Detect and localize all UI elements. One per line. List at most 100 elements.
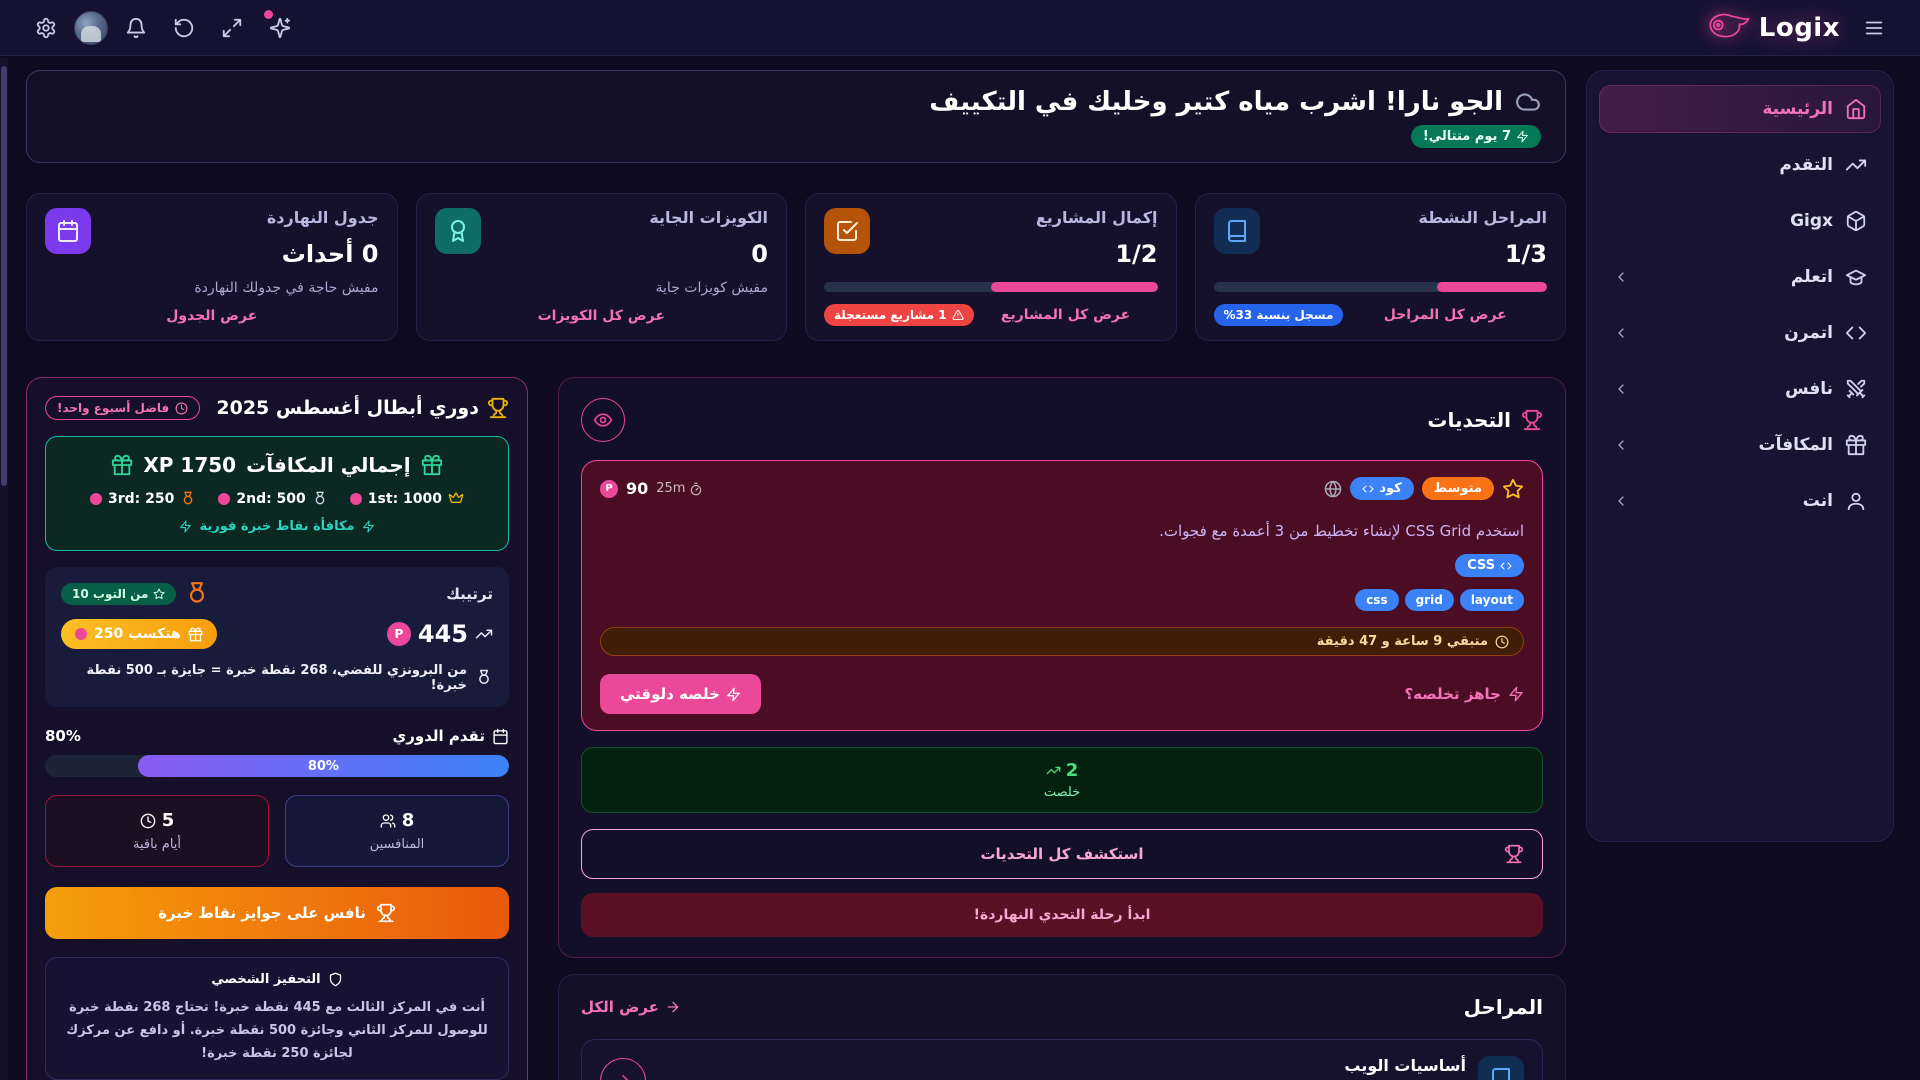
stages-header: المراحل [1463, 995, 1543, 1019]
medal-icon [184, 581, 210, 607]
points-value: 445 [417, 620, 468, 648]
stages-progress-bar [1213, 282, 1547, 292]
rewards-label: إجمالي المكافآت [246, 453, 411, 477]
avatar[interactable] [74, 10, 108, 45]
rank-box: ترتيبك من التوب 10 445 [45, 567, 509, 707]
view-all-quizzes-link[interactable]: عرض كل الكويزات [537, 308, 665, 324]
chevron-left-icon [1613, 381, 1629, 397]
warning-icon [952, 309, 964, 321]
sidebar-item-you[interactable]: انت [1599, 477, 1881, 525]
ready-text: جاهز تخلصه؟ [1404, 685, 1524, 703]
settings-button[interactable] [26, 8, 66, 48]
stat-title: إكمال المشاريع [1035, 208, 1158, 227]
sidebar: الرئيسية التقدم Gigx اتعلم اتمرن نافس ال… [1586, 70, 1894, 842]
sidebar-item-label: نافس [1785, 379, 1833, 399]
sidebar-item-learn[interactable]: اتعلم [1599, 253, 1881, 301]
open-stage-button[interactable] [600, 1057, 646, 1080]
view-all-stages-link[interactable]: عرض كل المراحل [1383, 307, 1507, 323]
chevron-left-icon [1613, 269, 1629, 285]
ai-assistant-button[interactable] [260, 8, 300, 48]
whale-icon [1705, 11, 1751, 45]
sidebar-item-label: المكافآت [1758, 435, 1833, 455]
explore-challenges-button[interactable]: استكشف كل التحديات [581, 829, 1543, 879]
stat-note: مفيش حاجة في جدولك النهاردة [194, 280, 379, 296]
preview-challenges-button[interactable] [581, 398, 625, 442]
bell-icon [125, 17, 147, 39]
notification-dot [264, 9, 273, 19]
podium-second: 2nd: 500 [218, 491, 327, 507]
home-icon [1845, 98, 1867, 120]
globe-icon [1324, 480, 1342, 498]
check-square-icon [824, 208, 870, 254]
trophy-icon [376, 903, 396, 923]
start-challenge-button[interactable]: ابدأ رحلة التحدي النهاردة! [581, 893, 1543, 937]
clock-icon [140, 813, 156, 829]
xp-coin-icon: P [600, 479, 618, 498]
code-icon [1362, 483, 1374, 495]
medal-icon [475, 669, 493, 687]
chevron-left-icon [1613, 325, 1629, 341]
sidebar-item-compete[interactable]: نافس [1599, 365, 1881, 413]
stats-row: المراحل النشطة 1/3 عرض كل المراحل مسجل ب… [26, 193, 1566, 341]
chevron-left-icon [1613, 437, 1629, 453]
refresh-button[interactable] [164, 8, 204, 48]
clock-icon [1495, 635, 1509, 649]
podium-row: 1st: 1000 2nd: 500 3rd: 250 [60, 491, 494, 507]
competitors-box: 8 المنافسين [285, 795, 509, 867]
gift-icon [188, 627, 203, 642]
stat-card-schedule: جدول النهاردة 0 أحداث مفيش حاجة في جدولك… [26, 193, 398, 341]
fullscreen-button[interactable] [212, 8, 252, 48]
star-icon[interactable] [1502, 478, 1524, 500]
time-left-badge: فاضل أسبوع واحد! [45, 396, 201, 420]
page-scrollbar[interactable] [0, 58, 8, 1080]
finish-now-button[interactable]: خلصه دلوقتي [600, 674, 761, 714]
gift-icon [111, 454, 133, 476]
tag: layout [1459, 589, 1524, 611]
podium-first: 1st: 1000 [349, 491, 464, 507]
medal-icon [180, 491, 196, 507]
challenge-card[interactable]: متوسط كود P 90 25m [581, 460, 1543, 731]
menu-button[interactable] [1854, 8, 1894, 48]
trending-up-icon [475, 625, 493, 643]
shield-icon [328, 972, 343, 987]
stat-card-projects: إكمال المشاريع 1/2 عرض كل المشاريع 1 مشا… [805, 193, 1177, 341]
rewards-box: إجمالي المكافآت XP 1750 1st: 1000 2nd: 5… [45, 436, 509, 551]
stage-card-web-basics[interactable]: أساسيات الويب نشط [581, 1039, 1543, 1080]
book-icon [1478, 1056, 1524, 1080]
main-content: الجو نارا! اشرب مياه كتير وخليك في التكي… [26, 70, 1566, 1080]
stat-value: 0 [751, 240, 768, 268]
code-icon [1500, 560, 1512, 572]
competitors-count: 8 [401, 810, 415, 831]
zap-icon [726, 687, 741, 702]
stat-card-quizzes: الكويزات الجاية 0 مفيش كويزات جاية عرض ك… [415, 193, 787, 341]
expand-icon [221, 17, 243, 39]
completed-label: خلصت [1043, 785, 1081, 800]
user-icon [1845, 490, 1867, 512]
view-all-link[interactable]: عرض الكل [581, 998, 681, 1016]
timer-icon [689, 482, 703, 496]
coin-dot-icon [89, 493, 102, 505]
sidebar-item-home[interactable]: الرئيسية [1599, 85, 1881, 133]
trending-up-icon [1046, 763, 1061, 778]
sidebar-item-gigx[interactable]: Gigx [1599, 197, 1881, 245]
notifications-button[interactable] [116, 8, 156, 48]
urgent-projects-badge: 1 مشاريع مستعجلة [824, 304, 974, 326]
logo[interactable]: Logix [1705, 11, 1840, 45]
stat-value: 1/2 [1115, 240, 1158, 268]
projects-progress-bar [824, 282, 1158, 292]
challenges-header: التحديات [1427, 408, 1511, 432]
challenge-xp: 90 [626, 479, 649, 498]
clock-icon [175, 402, 188, 415]
days-label: أيام باقية [132, 837, 182, 852]
sidebar-item-practice[interactable]: اتمرن [1599, 309, 1881, 357]
sidebar-item-label: اتعلم [1790, 267, 1833, 287]
sidebar-item-rewards[interactable]: المكافآت [1599, 421, 1881, 469]
view-all-projects-link[interactable]: عرض كل المشاريع [1000, 307, 1131, 323]
motivation-box: التحفيز الشخصي أنت في المركز الثالث مع 4… [45, 957, 509, 1080]
stat-value: 0 أحداث [281, 240, 379, 268]
sidebar-item-progress[interactable]: التقدم [1599, 141, 1881, 189]
scrollbar-thumb[interactable] [1, 66, 7, 486]
compete-button[interactable]: نافس على جوايز نقاط خبرة [45, 887, 509, 939]
view-schedule-link[interactable]: عرض الجدول [166, 308, 258, 324]
page-body: الرئيسية التقدم Gigx اتعلم اتمرن نافس ال… [0, 56, 1920, 1080]
